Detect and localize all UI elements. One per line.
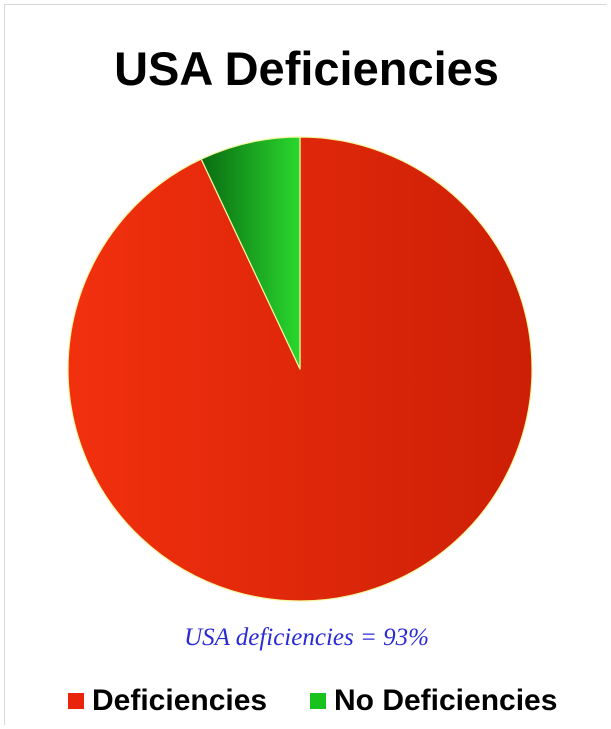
pie-slice-no-deficiencies: [200, 136, 301, 370]
legend-label-deficiencies: Deficiencies: [92, 684, 268, 717]
chart-legend: Deficiencies No Deficiencies: [5, 679, 608, 723]
chart-title: USA Deficiencies: [114, 42, 499, 95]
legend-label-no-deficiencies: No Deficiencies: [334, 684, 558, 717]
legend-swatch-deficiencies: [68, 693, 84, 709]
legend-item-no-deficiencies: No Deficiencies: [310, 679, 557, 723]
chart-annotation: USA deficiencies = 93%: [184, 624, 429, 651]
chart-frame: USA Deficiencies USA deficiencies = 93% …: [4, 4, 607, 725]
legend-item-deficiencies: Deficiencies: [68, 679, 267, 723]
pie-chart: [67, 136, 533, 602]
legend-swatch-no-deficiencies: [310, 693, 326, 709]
